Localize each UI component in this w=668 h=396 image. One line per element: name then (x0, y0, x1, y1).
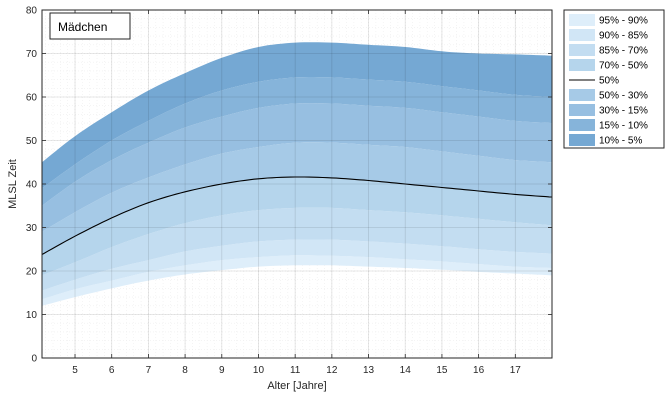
band-p15-p10 (42, 77, 552, 206)
band-p50-p30 (42, 142, 552, 255)
y-tick-label: 30 (26, 223, 38, 234)
legend: 95% - 90% 90% - 85% 85% - 70% 70% - 50% 50% 5… (569, 14, 648, 147)
x-tick-label: 6 (109, 365, 115, 376)
x-tick-label: 14 (400, 365, 412, 376)
legend-swatch (569, 134, 595, 146)
chart-title: Mädchen (58, 20, 107, 34)
percentile-bands (42, 42, 552, 306)
median-line (42, 176, 552, 255)
legend-item: 15% - 10% (569, 119, 648, 132)
legend-label: 50% (599, 76, 619, 87)
legend-swatch (569, 89, 595, 101)
legend-label: 95% - 90% (599, 16, 648, 27)
legend-label: 70% - 50% (599, 61, 648, 72)
title-box (49, 12, 131, 40)
legend-swatch (569, 14, 595, 26)
legend-label: 90% - 85% (599, 31, 648, 42)
band-p90-p85 (42, 239, 552, 300)
x-tick-label: 5 (72, 365, 78, 376)
legend-swatch (569, 29, 595, 41)
legend-label: 30% - 15% (599, 106, 648, 117)
y-tick-label: 20 (26, 267, 38, 278)
x-tick-label: 10 (253, 365, 265, 376)
legend-swatch (569, 44, 595, 56)
y-tick-label: 40 (26, 180, 38, 191)
band-p30-p15 (42, 103, 552, 232)
x-tick-label: 12 (326, 365, 338, 376)
x-tick-label: 16 (473, 365, 485, 376)
legend-label: 10% - 5% (599, 136, 642, 147)
y-tick-label: 0 (31, 354, 37, 365)
x-tick-label: 9 (219, 365, 225, 376)
x-tick-label: 8 (182, 365, 188, 376)
x-axis-label: Alter [Jahre] (267, 380, 326, 392)
x-tick-label: 15 (436, 365, 448, 376)
legend-item: 50% (569, 76, 619, 87)
legend-item: 50% - 30% (569, 89, 648, 102)
x-tick-label: 11 (290, 365, 301, 376)
legend-label: 50% - 30% (599, 91, 648, 102)
x-tick-label: 13 (363, 365, 375, 376)
x-tick-label: 7 (146, 365, 152, 376)
y-axis-ticks: 0 10 20 30 40 50 60 70 80 (26, 6, 552, 365)
legend-swatch (569, 119, 595, 131)
y-tick-label: 80 (26, 6, 38, 17)
band-p95-p90 (42, 255, 552, 306)
x-axis-ticks: 5 6 7 8 9 10 11 12 13 14 15 16 17 (72, 10, 521, 376)
legend-item: 30% - 15% (569, 104, 648, 117)
legend-swatch (569, 104, 595, 116)
median-curve (42, 176, 552, 255)
y-tick-label: 70 (26, 49, 38, 60)
legend-item: 70% - 50% (569, 59, 648, 72)
band-p85-p70 (42, 207, 552, 291)
y-axis-label: MLSL Zeit (7, 159, 19, 209)
legend-item: 10% - 5% (569, 134, 642, 147)
x-tick-label: 17 (510, 365, 522, 376)
band-p10-p5 (42, 42, 552, 189)
band-p70-p50 (42, 177, 552, 276)
legend-label: 15% - 10% (599, 121, 648, 132)
legend-label: 85% - 70% (599, 46, 648, 57)
y-tick-label: 50 (26, 136, 38, 147)
y-tick-label: 10 (26, 310, 38, 321)
legend-item: 90% - 85% (569, 29, 648, 42)
legend-swatch (569, 59, 595, 71)
legend-item: 85% - 70% (569, 44, 648, 57)
legend-item: 95% - 90% (569, 14, 648, 27)
y-tick-label: 60 (26, 93, 38, 104)
